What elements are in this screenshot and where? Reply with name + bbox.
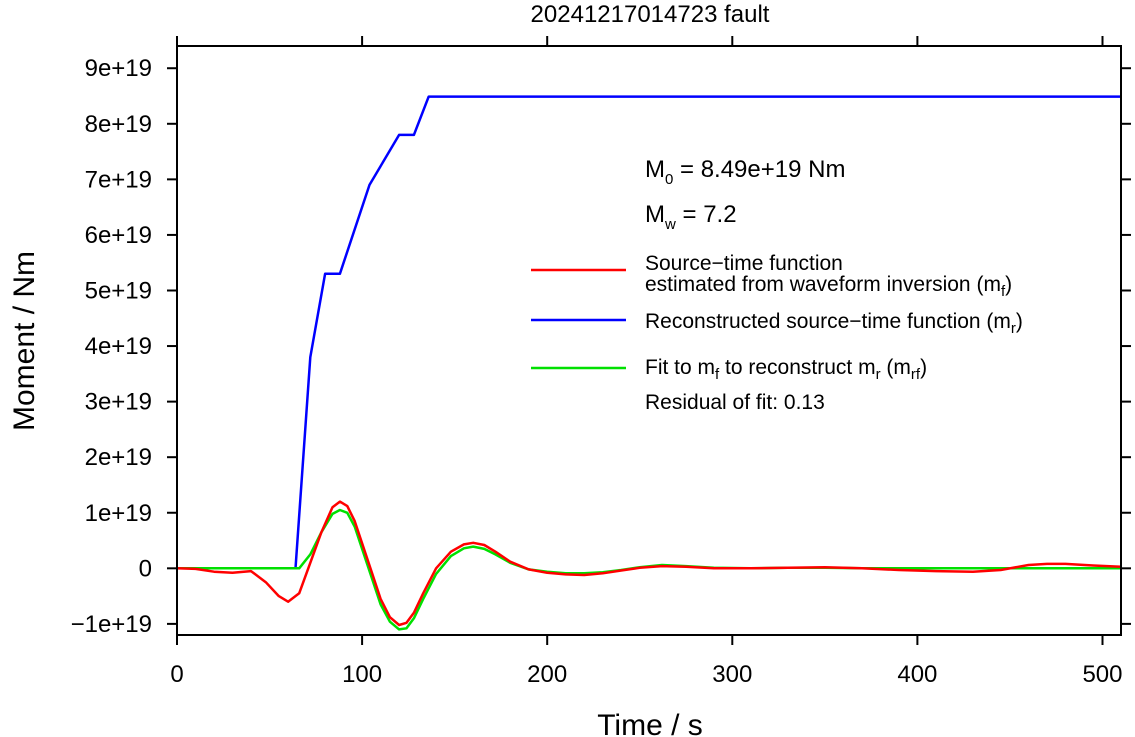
annotations: M0 = 8.49e+19 Nm Mw = 7.2 Source−time fu…: [531, 156, 1023, 414]
y-tick-label: 8e+19: [85, 111, 152, 138]
residual-label: Residual of fit: 0.13: [645, 391, 825, 414]
legend-label-mrf: Fit to mf to reconstruct mr (mrf): [645, 356, 927, 383]
y-tick-label: 9e+19: [85, 55, 152, 82]
x-axis-label: Time / s: [597, 709, 703, 737]
y-tick-label: 5e+19: [85, 277, 152, 304]
x-tick-label: 300: [712, 661, 752, 688]
x-tick-label: 100: [342, 661, 382, 688]
chart-title: 20241217014723 fault: [531, 1, 770, 28]
x-tick-label: 400: [897, 661, 937, 688]
plot-frame: [176, 45, 1122, 636]
series-line-mf: [176, 500, 1122, 627]
y-tick-label: 2e+19: [85, 444, 152, 471]
y-tick-label: −1e+19: [71, 611, 152, 638]
x-tick-label: 200: [527, 661, 567, 688]
legend-label-mf-line2: estimated from waveform inversion (mf): [645, 273, 1012, 300]
x-axis-ticks: 0 100 200 300 400 500: [170, 36, 1123, 688]
y-axis-label: Moment / Nm: [8, 251, 41, 431]
y-tick-label: 6e+19: [85, 222, 152, 249]
y-tick-label: 4e+19: [85, 333, 152, 360]
series-layer: [176, 95, 1122, 631]
y-tick-label: 1e+19: [85, 500, 152, 527]
y-tick-label: 3e+19: [85, 389, 152, 416]
legend-label-mf-line1: Source−time function: [645, 252, 843, 275]
mw-annotation: Mw = 7.2: [645, 201, 737, 233]
x-tick-label: 500: [1082, 661, 1122, 688]
y-tick-label: 7e+19: [85, 166, 152, 193]
y-axis-ticks: −1e+19 0 1e+19 2e+19 3e+19 4e+19 5e+19 6e+19 7e+…: [71, 55, 1131, 638]
x-tick-label: 0: [170, 661, 183, 688]
y-tick-label: 0: [139, 555, 152, 582]
series-line-mr: [177, 95, 1121, 570]
m0-annotation: M0 = 8.49e+19 Nm: [645, 156, 845, 188]
legend-label-mr: Reconstructed source−time function (mr): [645, 310, 1023, 337]
